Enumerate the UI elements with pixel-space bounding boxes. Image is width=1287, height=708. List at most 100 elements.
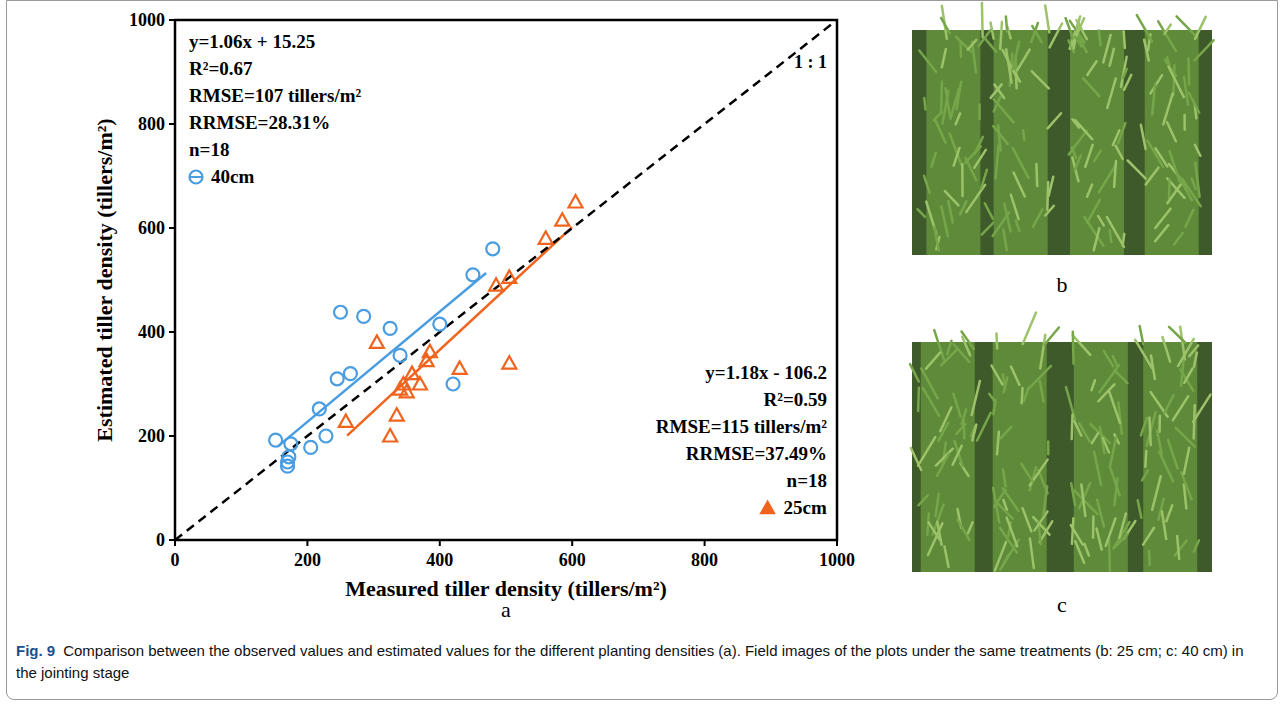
photo-leaf (935, 494, 938, 516)
photo-leaf (1031, 23, 1038, 42)
photo-leaf (1024, 388, 1028, 401)
caption-text: Comparison between the observed values a… (16, 642, 1244, 681)
point (413, 377, 427, 390)
photo-leaf (1104, 351, 1113, 367)
x-tick-label: 1000 (819, 550, 855, 570)
photo-leaf (1110, 467, 1120, 495)
photo-leaf (1097, 500, 1104, 527)
photo-leaf (1011, 195, 1019, 219)
photo-row (1143, 342, 1197, 572)
photo-leaf (948, 201, 952, 222)
photo-leaf (956, 113, 961, 124)
photo-leaf (1014, 173, 1025, 197)
caption-label: Fig. 9 (16, 642, 55, 659)
legend-marker (190, 176, 203, 178)
photo-leaf (953, 394, 960, 417)
photo-row (921, 342, 975, 572)
photo-leaf (1075, 37, 1082, 47)
legend-marker (761, 501, 775, 514)
y-tick-label: 1000 (129, 10, 165, 30)
panel-label: b (1057, 272, 1068, 297)
point (269, 434, 282, 447)
photo-leaf (1124, 75, 1131, 90)
legend-label: 25cm (784, 497, 827, 518)
photo-leaf (1021, 464, 1032, 482)
photo-leaf (1168, 179, 1171, 198)
photo-row (1074, 342, 1128, 572)
point (486, 242, 499, 255)
photo-leaf (1177, 16, 1197, 37)
legend-label: 40cm (211, 166, 254, 187)
photo-leaf (994, 99, 1014, 122)
photo-leaf (1017, 49, 1030, 70)
point (453, 361, 467, 374)
photo-leaf (1135, 340, 1152, 369)
photo-leaf (1184, 369, 1192, 383)
photo-leaf (1072, 332, 1075, 364)
photo-leaf (1023, 130, 1024, 140)
point (400, 385, 414, 398)
photo-leaf (1192, 178, 1196, 188)
photo-leaf (1152, 84, 1155, 115)
photo-leaf (1047, 441, 1050, 454)
photo-leaf (945, 191, 959, 205)
photo-leaf (966, 185, 985, 212)
photo-leaf (1142, 471, 1148, 481)
photo-leaf (1185, 210, 1193, 227)
photo-leaf (1152, 476, 1161, 510)
photo-leaf (1158, 21, 1176, 51)
photo-leaf (941, 350, 957, 366)
photo-leaf (993, 400, 995, 414)
point (466, 268, 479, 281)
photo-leaf (1143, 528, 1154, 545)
photo-leaf (1044, 328, 1058, 345)
photo-leaf (931, 153, 935, 167)
photo-leaf (1151, 355, 1155, 379)
photo-leaf (1006, 49, 1011, 82)
photo-leaf (1194, 405, 1195, 438)
photo-leaf (1092, 516, 1095, 537)
photo-leaf (1164, 395, 1174, 413)
point (313, 402, 326, 415)
photo-leaf (1165, 24, 1171, 33)
photo-leaf (917, 209, 925, 217)
stats-text: RRMSE=28.31% (189, 112, 330, 133)
photo-leaf (923, 388, 939, 416)
point (383, 429, 397, 442)
photo-leaf (962, 420, 965, 438)
photo-leaf (1114, 534, 1127, 547)
photo-leaf (1183, 115, 1186, 130)
photo-leaf (1106, 518, 1116, 545)
photo-leaf (1087, 200, 1100, 223)
x-tick-label: 600 (559, 550, 586, 570)
stats-text: n=18 (189, 139, 229, 160)
photo-leaf (919, 51, 936, 72)
point (420, 354, 434, 367)
photo-row (993, 342, 1047, 572)
photo-leaf (995, 333, 998, 348)
photo-leaf (937, 454, 949, 476)
photo-leaf (940, 407, 951, 431)
photo-leaf (953, 446, 962, 465)
photo-leaf (924, 98, 925, 109)
photo-leaf (1157, 430, 1162, 453)
photo-leaf (1049, 177, 1054, 196)
photo-leaf (1074, 20, 1080, 49)
photo-leaf (1113, 356, 1118, 367)
panel-label: c (1057, 592, 1067, 617)
y-axis-title: Estimated tiller density (tillers/m²) (92, 118, 117, 441)
photo-leaf (1108, 539, 1111, 571)
photo-leaf (968, 40, 976, 50)
photo-leaf (1013, 148, 1029, 178)
photo-leaf (1138, 500, 1142, 518)
fit-line (278, 273, 487, 447)
photo-leaf (1035, 164, 1038, 186)
photo-leaf (1166, 505, 1172, 521)
photo-leaf (1149, 418, 1150, 445)
stats-text: y=1.18x - 106.2 (705, 362, 827, 383)
photo-leaf (1162, 511, 1166, 539)
photo-leaf (1084, 544, 1088, 556)
photo-leaf (1181, 472, 1191, 499)
point (319, 430, 332, 443)
point (489, 278, 503, 291)
